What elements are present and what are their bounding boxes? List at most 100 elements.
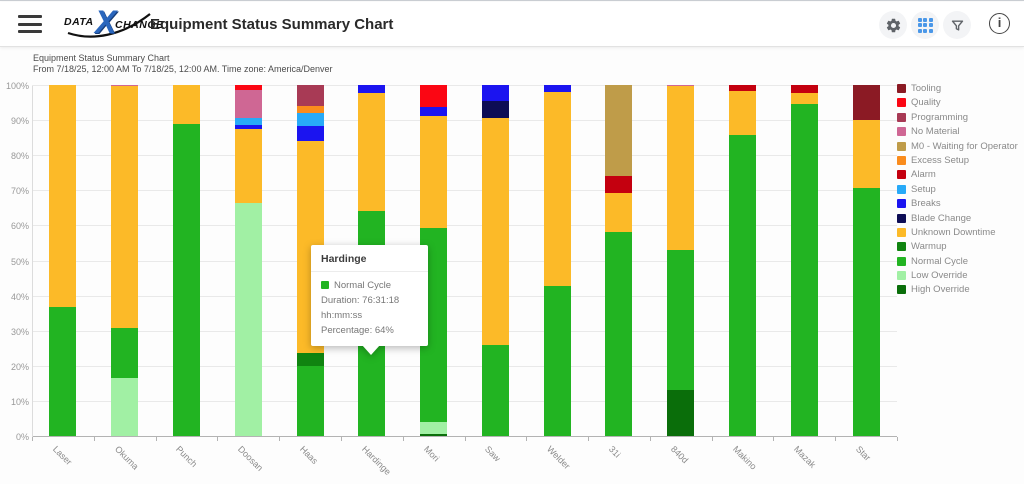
bar-segment[interactable] — [543, 286, 571, 436]
bar-segment[interactable] — [667, 86, 695, 250]
bar-segment[interactable] — [605, 192, 633, 233]
bar-segment[interactable] — [111, 85, 139, 87]
bar-segment[interactable] — [296, 85, 324, 106]
legend-item[interactable]: Low Override — [897, 271, 1018, 280]
bar-segment[interactable] — [543, 92, 571, 287]
legend-item[interactable]: Setup — [897, 184, 1018, 194]
bar-840d[interactable] — [667, 85, 695, 436]
bar-segment[interactable] — [358, 85, 386, 94]
bar-segment[interactable] — [852, 120, 880, 188]
legend-item[interactable]: Programming — [897, 113, 1018, 122]
bar-segment[interactable] — [296, 126, 324, 141]
bar-Welder[interactable] — [543, 85, 571, 436]
legend-swatch-icon — [897, 271, 906, 281]
bar-segment[interactable] — [420, 107, 448, 116]
bar-segment[interactable] — [481, 100, 509, 118]
bar-segment[interactable] — [543, 85, 571, 93]
legend-item[interactable]: Alarm — [897, 170, 1018, 180]
legend-item[interactable]: No Material — [897, 127, 1018, 136]
x-axis-tick — [217, 437, 219, 441]
bar-segment[interactable] — [481, 345, 509, 436]
x-axis-tick — [711, 437, 713, 441]
legend-item[interactable]: Blade Change — [897, 213, 1018, 223]
bar-Saw[interactable] — [481, 85, 509, 436]
bar-segment[interactable] — [234, 124, 262, 129]
info-button[interactable]: i — [989, 13, 1010, 34]
x-axis-tick — [773, 437, 775, 441]
bar-segment[interactable] — [111, 327, 139, 379]
chart-legend: Tooling Quality Programming No Material M0 -… — [897, 84, 1018, 300]
bar-segment[interactable] — [172, 85, 200, 125]
legend-swatch-icon — [897, 199, 906, 209]
bar-segment[interactable] — [296, 365, 324, 436]
bar-Mazak[interactable] — [790, 85, 818, 436]
bar-segment[interactable] — [111, 86, 139, 328]
bar-segment[interactable] — [790, 85, 818, 94]
bar-Laser[interactable] — [49, 85, 77, 436]
bar-Haas[interactable] — [296, 85, 324, 436]
legend-label: Unknown Downtime — [911, 226, 996, 238]
bar-segment[interactable] — [111, 378, 139, 436]
bar-segment[interactable] — [49, 85, 77, 307]
bar-segment[interactable] — [234, 118, 262, 125]
bar-segment[interactable] — [605, 85, 633, 176]
tooltip-duration: Duration: 76:31:18 hh:mm:ss — [321, 295, 400, 321]
bar-segment[interactable] — [852, 85, 880, 121]
settings-button[interactable] — [879, 11, 907, 39]
bar-segment[interactable] — [729, 134, 757, 436]
bar-segment[interactable] — [481, 85, 509, 101]
menu-icon[interactable] — [18, 15, 42, 34]
bar-segment[interactable] — [605, 232, 633, 436]
grid-line — [32, 120, 897, 122]
legend-item[interactable]: High Override — [897, 285, 1018, 295]
bar-segment[interactable] — [605, 175, 633, 193]
bar-segment[interactable] — [420, 421, 448, 434]
bar-31i[interactable] — [605, 85, 633, 436]
grid-line — [32, 190, 897, 192]
bar-segment[interactable] — [729, 90, 757, 135]
bar-segment[interactable] — [234, 128, 262, 203]
bar-Star[interactable] — [852, 85, 880, 436]
bar-segment[interactable] — [296, 105, 324, 113]
legend-item[interactable]: Normal Cycle — [897, 256, 1018, 266]
bar-segment[interactable] — [729, 85, 757, 91]
legend-label: Tooling — [911, 83, 942, 94]
bar-segment[interactable] — [172, 124, 200, 436]
bar-Makino[interactable] — [729, 85, 757, 436]
gear-icon — [886, 18, 900, 32]
bar-Doosan[interactable] — [234, 85, 262, 436]
legend-item[interactable]: Quality — [897, 98, 1018, 108]
bar-segment[interactable] — [234, 89, 262, 119]
legend-label: Programming — [911, 111, 969, 123]
legend-item[interactable]: Unknown Downtime — [897, 228, 1018, 237]
legend-item[interactable]: Excess Setup — [897, 156, 1018, 165]
bar-segment[interactable] — [481, 117, 509, 346]
legend-item[interactable]: Warmup — [897, 242, 1018, 252]
bar-segment[interactable] — [667, 85, 695, 87]
bar-segment[interactable] — [420, 115, 448, 228]
bar-segment[interactable] — [420, 433, 448, 436]
x-axis-tick — [402, 437, 404, 441]
bar-segment[interactable] — [790, 93, 818, 104]
bar-segment[interactable] — [420, 85, 448, 108]
bar-segment[interactable] — [234, 85, 262, 90]
bar-segment[interactable] — [296, 353, 324, 366]
bar-segment[interactable] — [790, 103, 818, 436]
bar-segment[interactable] — [234, 202, 262, 436]
legend-item[interactable]: Tooling — [897, 84, 1018, 93]
bar-segment[interactable] — [667, 390, 695, 436]
bar-segment[interactable] — [49, 306, 77, 436]
bar-segment[interactable] — [358, 93, 386, 212]
bar-Okuma[interactable] — [111, 85, 139, 436]
logo-x: X — [95, 4, 117, 40]
bar-segment[interactable] — [852, 187, 880, 436]
legend-item[interactable]: Breaks — [897, 199, 1018, 208]
filter-button[interactable] — [943, 11, 971, 39]
bar-segment[interactable] — [667, 249, 695, 391]
bar-segment[interactable] — [296, 112, 324, 127]
bar-Punch[interactable] — [172, 85, 200, 436]
x-axis-tick — [279, 437, 281, 441]
apps-grid-button[interactable] — [911, 11, 939, 39]
grid-line — [32, 260, 897, 262]
legend-item[interactable]: M0 - Waiting for Operator — [897, 141, 1018, 151]
